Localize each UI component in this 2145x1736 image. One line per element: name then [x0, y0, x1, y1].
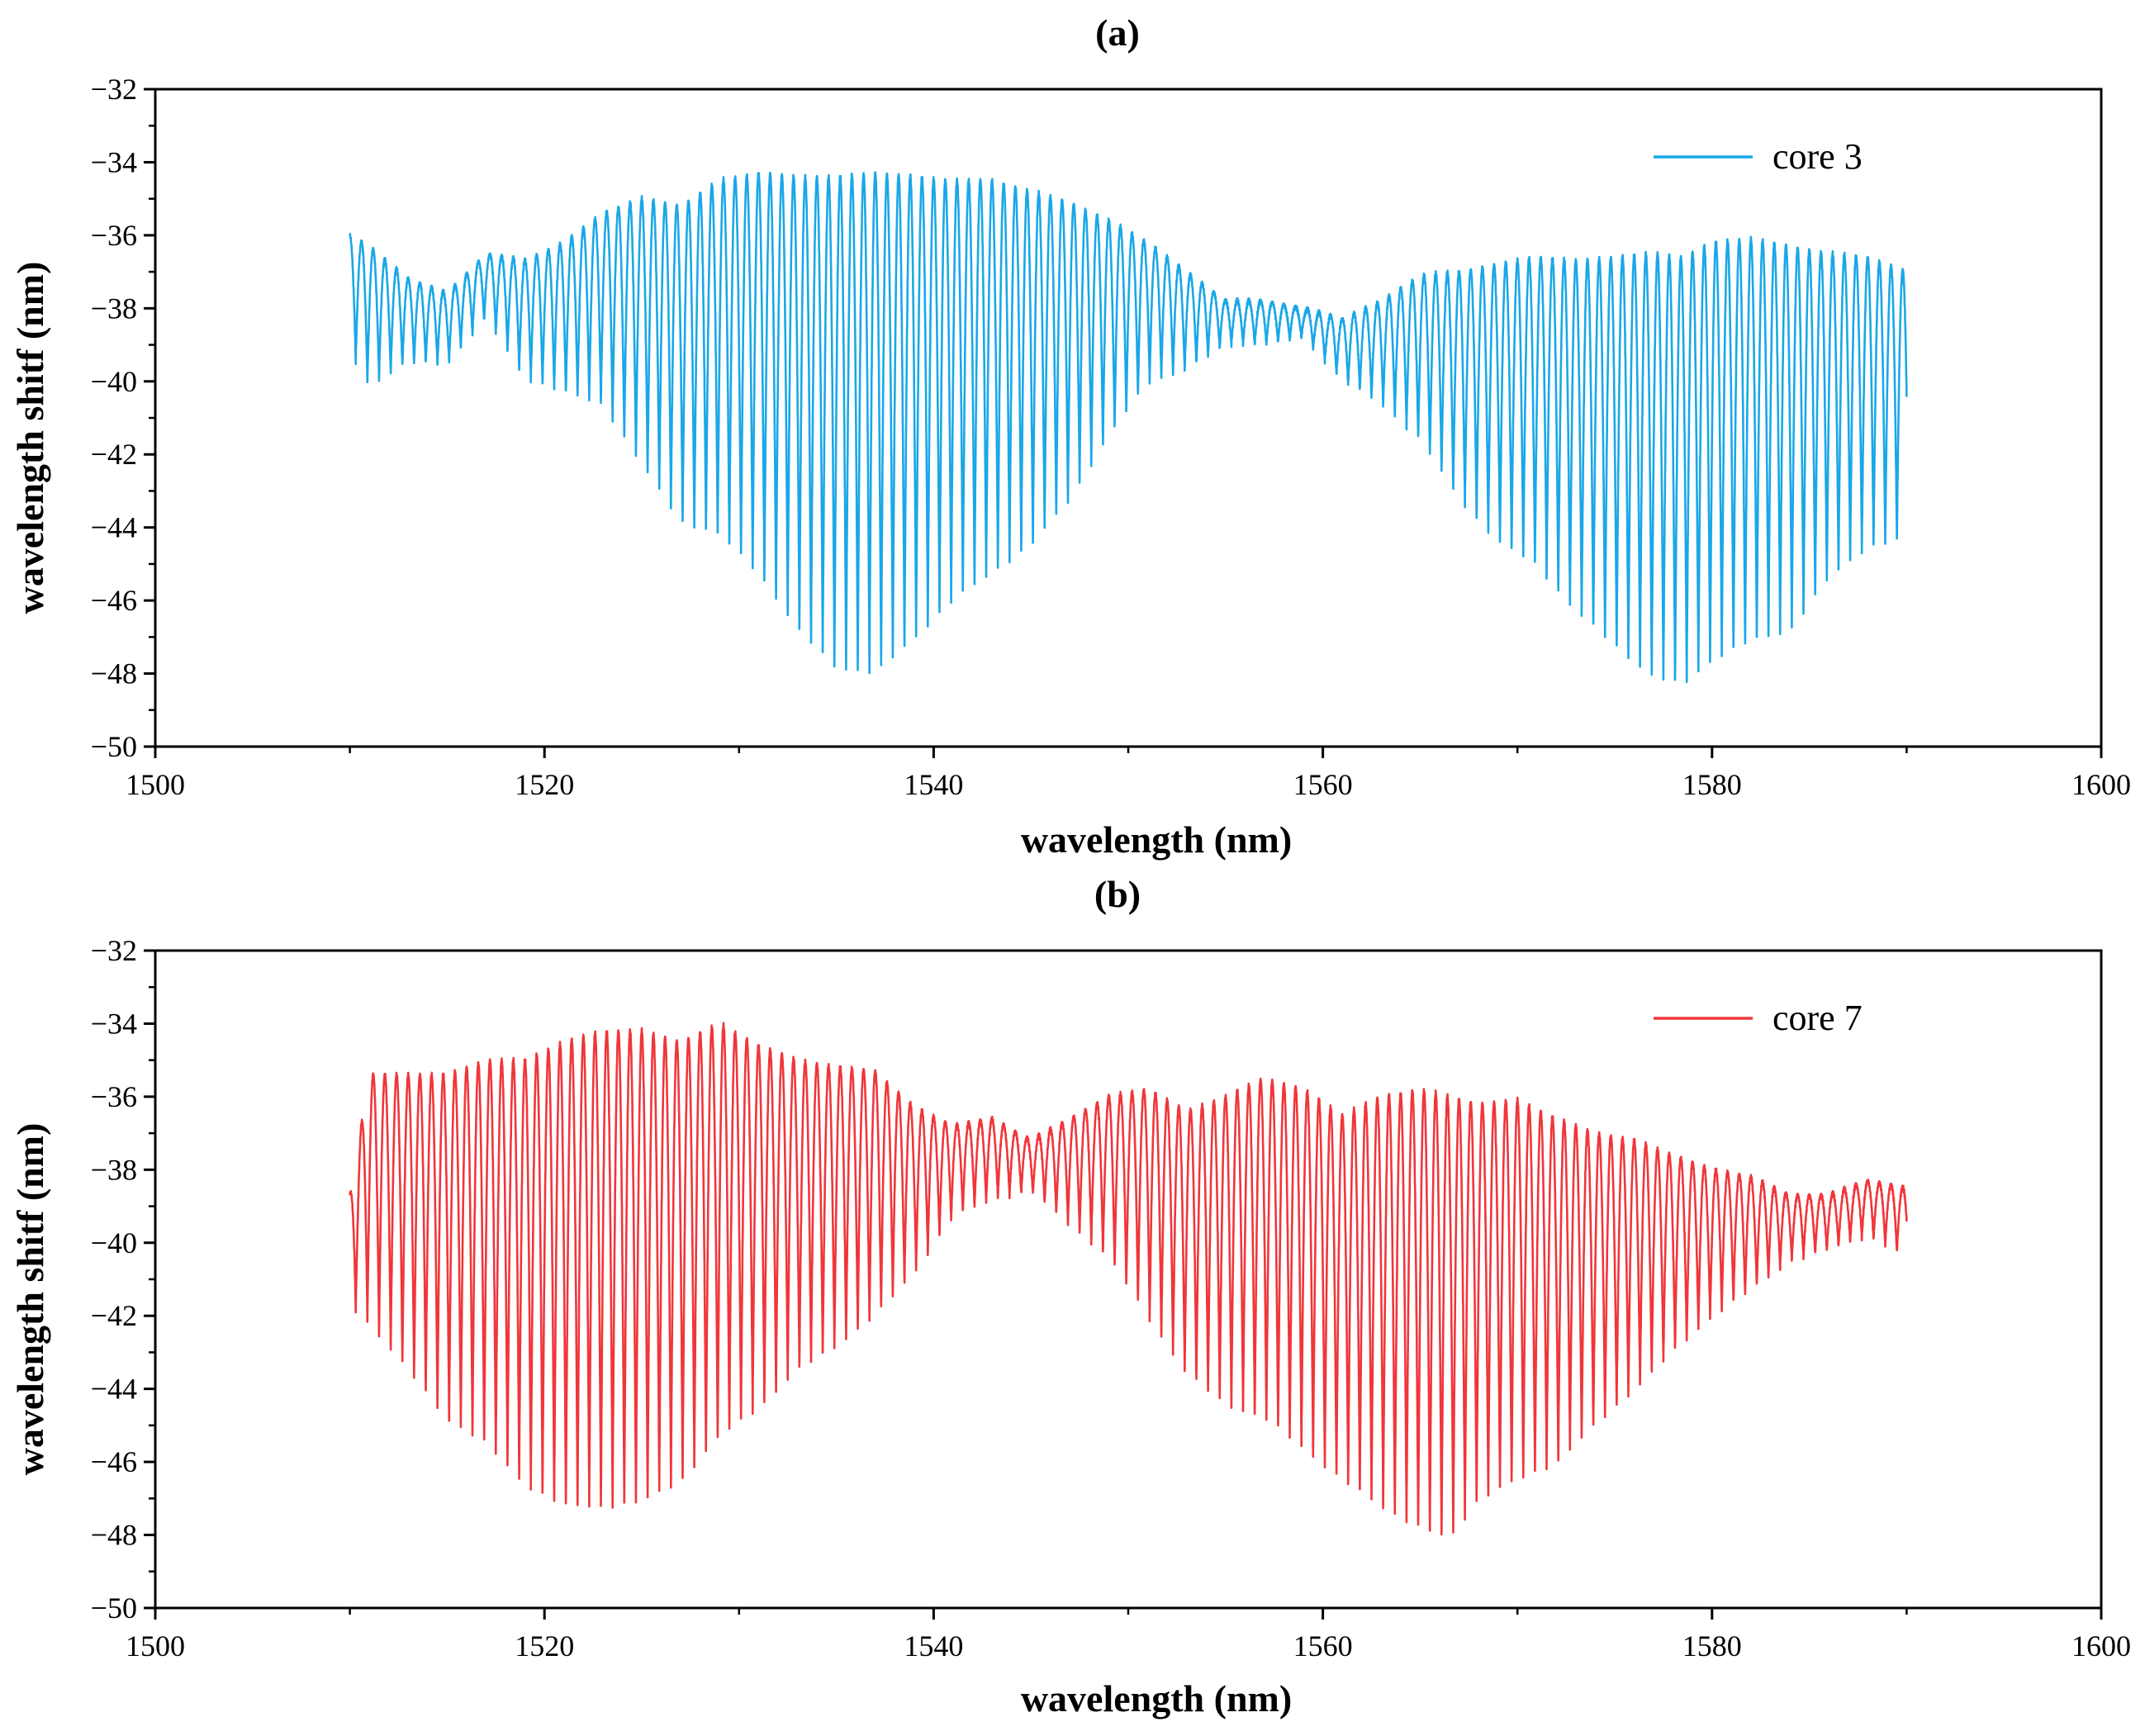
x-tick-label: 1520 [515, 768, 574, 801]
panel-b: (b) 1500 1520 1540 1560 1580 1600 −32 −34 −36 −38… [9, 873, 2131, 1719]
x-tick-label: 1560 [1293, 1629, 1353, 1662]
panel-a-y-axis-title: wavelength shitf (nm) [9, 262, 51, 614]
panel-b-y-axis-title: wavelength shitf (nm) [9, 1123, 51, 1476]
y-tick-label: −44 [91, 511, 137, 544]
y-tick-label: −36 [91, 219, 137, 252]
y-tick-label: −38 [91, 1153, 137, 1186]
y-tick-label: −36 [91, 1080, 137, 1113]
panel-a-label: (a) [1095, 12, 1140, 54]
x-tick-label: 1560 [1293, 768, 1353, 801]
y-tick-label: −38 [91, 292, 137, 325]
x-tick-label: 1600 [2071, 1629, 2131, 1662]
panel-b-legend: core 7 [1654, 998, 1863, 1038]
y-tick-label: −50 [91, 1591, 137, 1625]
y-tick-label: −40 [91, 365, 137, 398]
y-tick-label: −32 [91, 934, 137, 967]
panel-b-legend-label: core 7 [1772, 998, 1863, 1038]
panel-b-x-axis-title: wavelength (nm) [1021, 1677, 1292, 1719]
panel-a: (a) 1500 1520 1540 1560 1580 1600 −32 −34 −36 −38… [9, 12, 2131, 861]
panel-a-x-axis-title: wavelength (nm) [1021, 818, 1292, 861]
x-tick-label: 1540 [904, 1629, 963, 1662]
series-line-core-7 [349, 1022, 1908, 1536]
y-tick-label: −34 [91, 145, 137, 178]
y-tick-label: −44 [91, 1373, 137, 1406]
panel-a-plot-frame [154, 88, 2103, 748]
panel-a-legend-label: core 3 [1772, 136, 1863, 177]
panel-b-plot-lines [349, 1022, 1908, 1536]
x-tick-label: 1580 [1682, 768, 1742, 801]
x-tick-label: 1600 [2071, 768, 2131, 801]
x-tick-label: 1540 [904, 768, 963, 801]
y-tick-label: −42 [91, 438, 137, 471]
x-tick-label: 1500 [126, 1629, 185, 1662]
y-tick-label: −42 [91, 1299, 137, 1332]
x-tick-label: 1500 [126, 768, 185, 801]
y-tick-label: −46 [91, 1445, 137, 1478]
panel-b-ticks: 1500 1520 1540 1560 1580 1600 −32 −34 −36 −38 −40 −… [91, 934, 2131, 1662]
y-tick-label: −48 [91, 657, 137, 690]
panel-a-legend: core 3 [1654, 136, 1863, 177]
panel-a-plot-lines [349, 171, 1908, 684]
y-tick-label: −50 [91, 730, 137, 763]
y-tick-label: −48 [91, 1519, 137, 1552]
y-tick-label: −34 [91, 1007, 137, 1040]
panel-b-label: (b) [1094, 873, 1141, 915]
y-tick-label: −40 [91, 1226, 137, 1259]
panel-a-ticks: 1500 1520 1540 1560 1580 1600 −32 −34 −36 −38 −40 −… [91, 73, 2131, 801]
y-tick-label: −32 [91, 73, 137, 106]
x-tick-label: 1580 [1682, 1629, 1742, 1662]
y-tick-label: −46 [91, 584, 137, 617]
series-line-core-3 [349, 171, 1908, 684]
x-tick-label: 1520 [515, 1629, 574, 1662]
